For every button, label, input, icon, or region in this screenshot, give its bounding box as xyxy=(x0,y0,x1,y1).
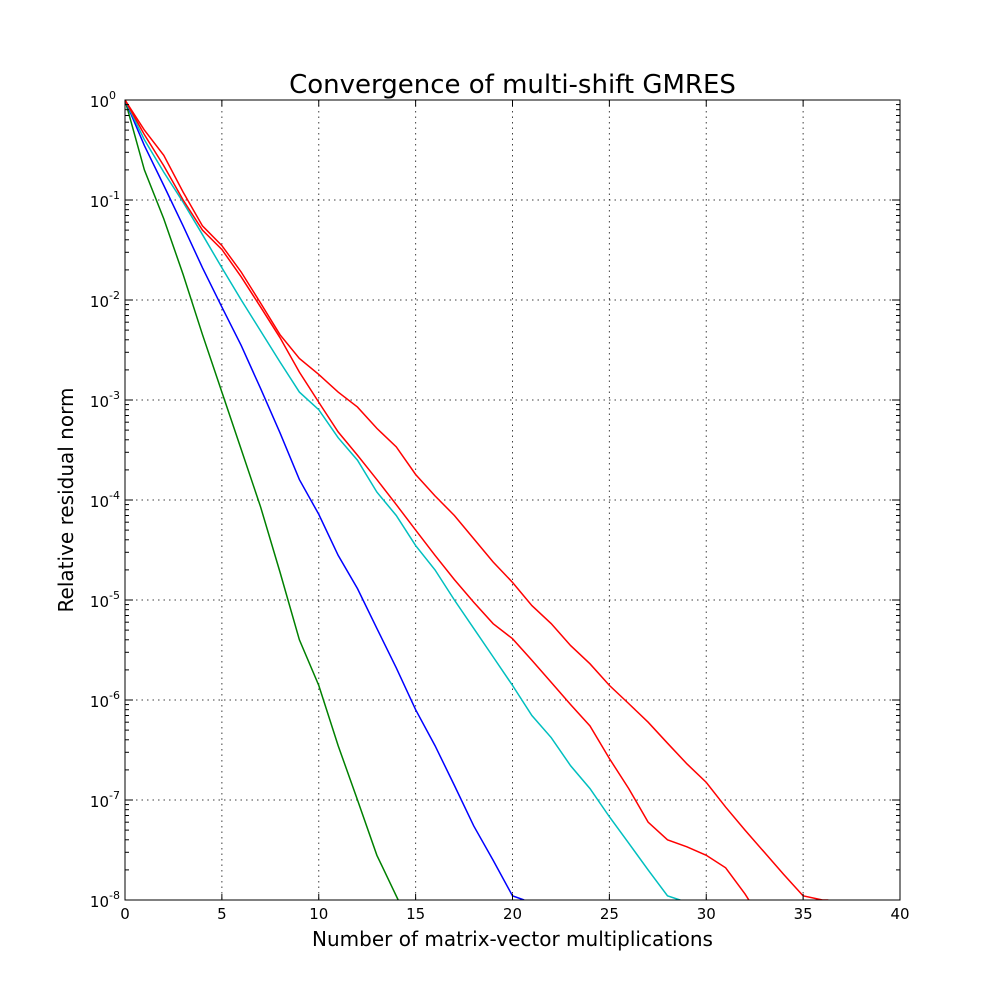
y-tick-exponent: -7 xyxy=(109,789,120,802)
grid xyxy=(125,100,900,900)
series-line-3 xyxy=(125,100,683,900)
chart-title: Convergence of multi-shift GMRES xyxy=(289,70,736,100)
series-line-2 xyxy=(125,100,525,900)
y-tick-exponent: -6 xyxy=(109,689,120,702)
series-line-1 xyxy=(125,100,399,900)
x-tick-label: 30 xyxy=(697,905,716,923)
y-tick-label: 10 xyxy=(90,893,109,911)
x-tick-label: 5 xyxy=(217,905,227,923)
y-tick-label: 10 xyxy=(90,593,109,611)
ticks xyxy=(124,99,901,901)
y-tick-exponent: -8 xyxy=(109,889,120,902)
series-line-5 xyxy=(125,100,829,900)
x-tick-label: 10 xyxy=(309,905,328,923)
y-tick-label: 10 xyxy=(90,793,109,811)
x-tick-label: 25 xyxy=(600,905,619,923)
x-tick-label: 15 xyxy=(406,905,425,923)
y-tick-exponent: -4 xyxy=(109,489,120,502)
y-tick-exponent: 0 xyxy=(109,89,116,102)
y-tick-exponent: -1 xyxy=(109,189,120,202)
series-lines xyxy=(125,100,829,900)
y-axis-label: Relative residual norm xyxy=(54,388,78,613)
x-axis-label: Number of matrix-vector multiplications xyxy=(312,927,713,951)
y-tick-exponent: -5 xyxy=(109,589,120,602)
y-tick-exponent: -2 xyxy=(109,289,120,302)
series-line-4 xyxy=(125,100,750,900)
x-tick-label: 40 xyxy=(890,905,909,923)
y-tick-label: 10 xyxy=(90,93,109,111)
y-tick-label: 10 xyxy=(90,493,109,511)
y-tick-label: 10 xyxy=(90,293,109,311)
y-tick-label: 10 xyxy=(90,393,109,411)
x-tick-label: 20 xyxy=(503,905,522,923)
y-tick-exponent: -3 xyxy=(109,389,120,402)
x-tick-label: 35 xyxy=(794,905,813,923)
x-tick-label: 0 xyxy=(120,905,130,923)
y-tick-label: 10 xyxy=(90,693,109,711)
y-tick-label: 10 xyxy=(90,193,109,211)
